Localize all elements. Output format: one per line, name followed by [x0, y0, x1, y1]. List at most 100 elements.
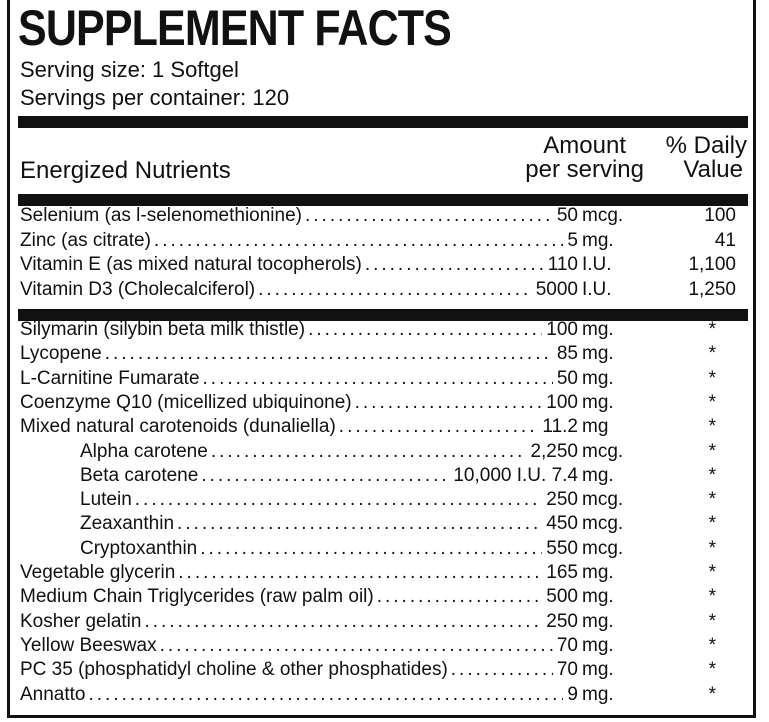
nutrient-name: Yellow Beeswax [20, 634, 157, 656]
nutrient-unit: mg. [582, 634, 614, 656]
nutrient-amount: 450 [546, 513, 578, 535]
nutrient-unit: mg. [582, 610, 614, 632]
dot-leader: ........................................… [88, 683, 564, 705]
daily-value: 1,100 [688, 254, 736, 275]
dot-leader: ........................................… [177, 513, 542, 535]
daily-value: * [708, 319, 716, 340]
nutrient-amount: 165 [546, 562, 578, 583]
nutrient-name: Lycopene [20, 343, 102, 365]
nutrient-row: Yellow Beeswax..........................… [20, 634, 736, 658]
nutrient-unit: mg. [582, 367, 614, 389]
nutrient-unit: mcg. [582, 537, 624, 559]
serving-size: Serving size: 1 Softgel [20, 57, 239, 82]
nutrient-unit: mg. [582, 391, 614, 413]
nutrient-name: Kosher gelatin [20, 610, 142, 632]
header-amount: Amount per serving [508, 134, 644, 182]
daily-value: * [708, 586, 716, 608]
header-amount-line2: per serving [525, 156, 644, 183]
dot-leader: ........................................… [450, 659, 553, 681]
dot-leader: ........................................… [144, 610, 542, 632]
nutrient-unit: mcg. [582, 440, 624, 462]
nutrient-unit: mg [582, 416, 609, 438]
nutrient-unit: I.U. [582, 254, 612, 275]
nutrient-unit: mg. [582, 562, 614, 583]
nutrient-name: Vitamin D3 (Cholecalciferol) [20, 278, 256, 300]
daily-value: * [708, 464, 716, 486]
divider-bar [18, 309, 748, 321]
nutrient-amount: 70 [556, 634, 578, 656]
nutrient-amount: 5000 [535, 278, 578, 300]
nutrient-name: Cryptoxanthin [80, 537, 198, 559]
nutrient-name: PC 35 (phosphatidyl choline & other phos… [20, 659, 448, 681]
header-amount-line1: Amount [543, 132, 626, 159]
nutrient-row: Selenium (as l-selenomethionine)........… [20, 204, 736, 228]
nutrient-amount: 250 [546, 610, 578, 632]
daily-value: 1,250 [688, 278, 736, 300]
nutrient-amount: 50 [556, 205, 578, 226]
label-title: SUPPLEMENT FACTS [18, 0, 452, 56]
header-dv-line2: Value [683, 156, 743, 183]
header-dv: % Daily Value [655, 134, 747, 182]
nutrient-row: Vitamin E (as mixed natural tocopherols)… [20, 253, 736, 277]
nutrient-name: Vegetable glycerin [20, 562, 176, 583]
daily-value: * [708, 489, 716, 511]
nutrient-amount: 100 [546, 319, 578, 340]
nutrient-unit: mg. [582, 659, 614, 681]
daily-value: 100 [704, 205, 736, 226]
nutrient-unit: mg. [582, 343, 614, 365]
nutrient-row: Alpha carotene..........................… [80, 440, 736, 464]
nutrient-unit: mg. [582, 683, 614, 705]
divider-bar [18, 194, 748, 206]
nutrient-row: Vitamin D3 (Cholecalciferol)............… [20, 278, 736, 302]
nutrient-row: Mixed natural carotenoids (dunaliella)..… [20, 415, 736, 439]
nutrient-amount: 250 [546, 489, 578, 511]
nutrient-row: Cryptoxanthin...........................… [80, 537, 736, 561]
daily-value: * [708, 610, 716, 632]
daily-value: * [708, 562, 716, 583]
nutrient-name: Selenium (as l-selenomethionine) [20, 205, 302, 226]
nutrient-amount: 85 [556, 343, 578, 365]
nutrient-amount: 550 [546, 537, 578, 559]
dot-leader: ........................................… [364, 254, 544, 275]
header-nutrients: Energized Nutrients [20, 157, 231, 184]
divider-bar [18, 116, 748, 128]
dot-leader: ........................................… [210, 440, 527, 462]
nutrient-row: L-Carnitine Fumarate....................… [20, 367, 736, 391]
nutrient-amount: 5 [567, 229, 578, 251]
nutrient-amount: 70 [556, 659, 578, 681]
dot-leader: ........................................… [258, 278, 532, 300]
nutrient-unit: mg. [582, 464, 614, 486]
nutrient-name: Medium Chain Triglycerides (raw palm oil… [20, 586, 374, 608]
nutrient-name: Vitamin E (as mixed natural tocopherols) [20, 254, 362, 275]
nutrient-row: Lycopene................................… [20, 342, 736, 366]
nutrient-name: Beta carotene [80, 464, 199, 486]
nutrient-row: Zinc (as citrate).......................… [20, 229, 736, 253]
nutrient-amount: 11.2 [542, 416, 578, 438]
nutrient-amount: 110 [547, 254, 578, 275]
daily-value: 41 [714, 229, 736, 251]
dot-leader: ........................................… [376, 586, 543, 608]
dot-leader: ........................................… [153, 229, 564, 251]
nutrient-unit: mcg. [582, 205, 624, 226]
nutrient-unit: mg. [582, 229, 614, 251]
nutrient-amount: 500 [546, 586, 578, 608]
daily-value: * [708, 343, 716, 365]
daily-value: * [708, 537, 716, 559]
nutrient-row: PC 35 (phosphatidyl choline & other phos… [20, 658, 736, 682]
nutrient-amount: 9 [567, 683, 578, 705]
daily-value: * [708, 440, 716, 462]
dot-leader: ........................................… [200, 537, 542, 559]
dot-leader: ........................................… [159, 634, 553, 656]
daily-value: * [708, 416, 716, 438]
daily-value: * [708, 391, 716, 413]
nutrient-name: L-Carnitine Fumarate [20, 367, 200, 389]
dot-leader: ........................................… [202, 367, 553, 389]
nutrient-row: Coenzyme Q10 (micellized ubiquinone)....… [20, 391, 736, 415]
dot-leader: ........................................… [308, 319, 542, 340]
nutrient-name: Silymarin (silybin beta milk thistle) [20, 319, 306, 340]
nutrient-row: Annatto.................................… [20, 683, 736, 707]
daily-value: * [708, 683, 716, 705]
servings-per-container: Servings per container: 120 [20, 85, 290, 110]
nutrient-amount: 100 [546, 391, 578, 413]
nutrient-name: Mixed natural carotenoids (dunaliella) [20, 416, 336, 438]
